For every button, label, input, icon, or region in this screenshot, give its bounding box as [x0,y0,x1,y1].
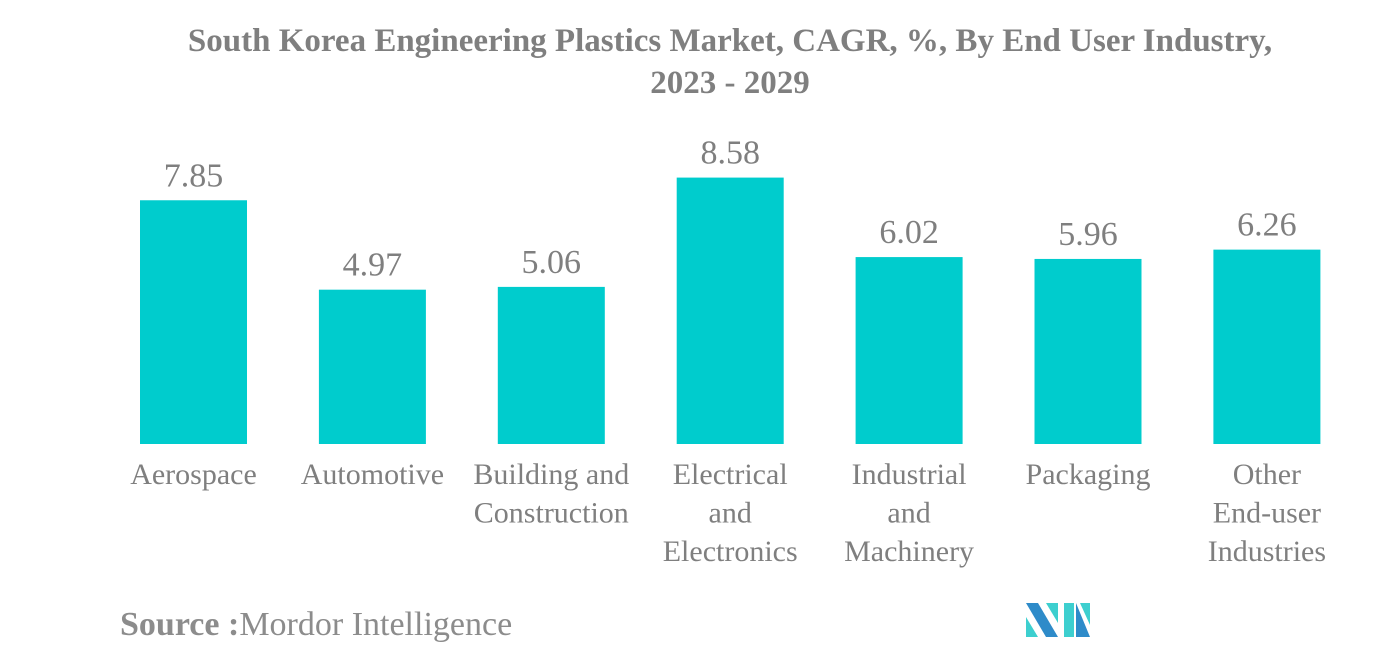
data-label-3: 8.58 [700,135,760,172]
category-label-2-line-1: Construction [474,497,629,530]
category-label-0-line-0: Aerospace [130,458,257,491]
bar-3 [676,177,784,444]
mordor-intelligence-logo [1026,603,1090,637]
title-line-2: 2023 - 2029 [650,65,810,101]
bar-1 [318,289,426,444]
category-label-6-line-1: End-user [1213,497,1321,530]
data-label-2: 5.06 [522,244,582,281]
category-label-4-line-0: Industrial [852,458,967,491]
bar-chart: 7.85 Aerospace 4.97 Automotive 5.06 Building … [130,135,1326,568]
category-label-3-line-1: and [709,497,752,530]
bar-2 [497,286,605,444]
category-label-6-line-2: Industries [1208,535,1326,568]
data-label-1: 4.97 [343,247,403,284]
category-label-3-line-2: Electronics [663,535,798,568]
category-label-1-line-0: Automotive [301,458,444,491]
bar-4 [855,257,963,444]
data-label-6: 6.26 [1237,207,1297,244]
bar-0 [140,200,247,444]
category-label-6-line-0: Other [1233,458,1301,491]
data-label-0: 7.85 [164,157,224,194]
bar-6 [1213,249,1321,444]
source-label: Source : [120,606,240,643]
source-value: Mordor Intelligence [239,606,513,643]
chart-title: South Korea Engineering Plastics Market,… [80,20,1376,104]
title-line-1: South Korea Engineering Plastics Market,… [187,23,1273,59]
category-label-3-line-0: Electrical [673,458,788,491]
category-label-4-line-2: Machinery [844,535,974,568]
data-label-5: 5.96 [1058,216,1118,253]
bar-5 [1034,258,1142,444]
category-label-5-line-0: Packaging [1026,458,1151,491]
category-label-4-line-1: and [887,497,930,530]
data-label-4: 6.02 [879,214,939,251]
source-note: Source :Mordor Intelligence [120,606,512,644]
category-label-2-line-0: Building and [473,458,629,491]
